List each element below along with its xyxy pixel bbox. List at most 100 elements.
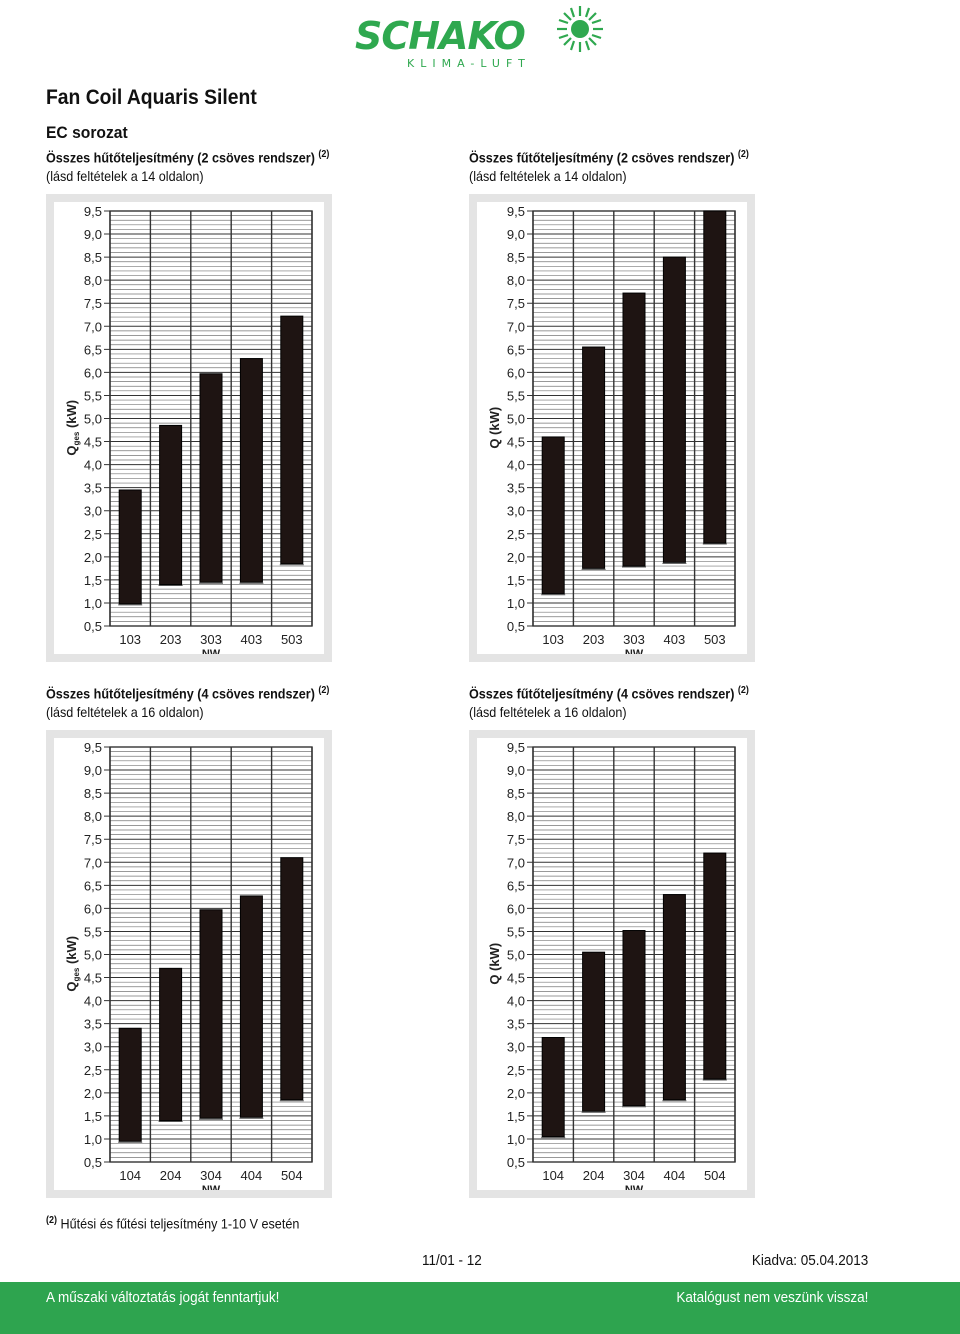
bar-204: [159, 967, 183, 1121]
y-tick-label: 4,0: [84, 458, 102, 473]
chart-3-caption: Összes hűtőteljesítmény (4 csöves rendsz…: [46, 682, 329, 721]
y-tick-label: 6,5: [507, 878, 525, 893]
footer-return-policy: Katalógust nem veszünk vissza!: [675, 1289, 868, 1306]
bar-104: [541, 1037, 565, 1138]
x-tick-label: 204: [160, 1168, 182, 1183]
y-tick-label: 7,5: [84, 832, 102, 847]
x-axis-label: NW: [202, 1184, 221, 1190]
plot-frame: [532, 746, 736, 1163]
chart-2-footnote-ref: (2): [737, 149, 749, 160]
chart-4-title: Összes fűtőteljesítmény (4 csöves rendsz…: [469, 685, 735, 702]
y-tick-label: 7,5: [507, 296, 525, 311]
chart-panel-4: 0,5 1,0 1,5 2,0 2,5 3,0 3,5 4,0 4,5 5,0 5,5 6,0 6,5 7…: [469, 730, 755, 1198]
y-tick-label: 8,0: [84, 809, 102, 824]
bar-204: [582, 951, 606, 1112]
y-tick-label: 3,0: [84, 1040, 102, 1055]
bar-303: [622, 292, 646, 567]
x-tick-label: 503: [281, 632, 303, 647]
y-tick-label: 9,5: [84, 204, 102, 219]
chart-2-subtitle: (lásd feltételek a 14 oldalon): [469, 167, 627, 184]
y-tick-label: 2,0: [507, 550, 525, 565]
x-tick-label: 303: [623, 632, 645, 647]
y-axis-label: Qges (kW): [64, 400, 81, 456]
y-tick-label: 6,0: [507, 365, 525, 380]
x-tick-label: 103: [119, 632, 141, 647]
sun-burst-icon: [557, 6, 603, 52]
plot-frame: [109, 210, 313, 627]
x-tick-label: 304: [200, 1168, 222, 1183]
schako-logo: SCHAKO KLIMA-LUFT: [355, 2, 605, 72]
issue-date: Kiadva: 05.04.2013: [751, 1252, 868, 1269]
y-tick-label: 5,0: [507, 948, 525, 963]
y-tick-label: 5,0: [507, 412, 525, 427]
y-tick-label: 2,0: [84, 550, 102, 565]
y-axis-label: Q (kW): [487, 943, 502, 985]
y-tick-label: 5,5: [507, 388, 525, 403]
plot-frame: [109, 746, 313, 1163]
x-tick-label: 103: [542, 632, 564, 647]
logo-tagline: KLIMA-LUFT: [407, 57, 531, 70]
y-tick-label: 1,5: [507, 573, 525, 588]
x-tick-label: 203: [583, 632, 605, 647]
x-tick-label: 403: [241, 632, 263, 647]
y-tick-label: 8,5: [84, 786, 102, 801]
footer-disclaimer: A műszaki változtatás jogát fenntartjuk!: [46, 1289, 280, 1306]
section-title: EC sorozat: [46, 123, 128, 142]
bar-404: [662, 894, 686, 1101]
y-tick-label: 9,0: [84, 763, 102, 778]
y-tick-label: 2,0: [84, 1086, 102, 1101]
chart-panel-1: 0,5 1,0 1,5 2,0 2,5 3,0 3,5 4,0 4,5 5,0 5,5 6,0 6,5 7…: [46, 194, 332, 662]
y-tick-label: 6,5: [84, 342, 102, 357]
y-tick-label: 4,5: [507, 435, 525, 450]
x-tick-label: 503: [704, 632, 726, 647]
y-tick-label: 0,5: [507, 1155, 525, 1170]
chart-4-svg: 0,5 1,0 1,5 2,0 2,5 3,0 3,5 4,0 4,5 5,0 5,5 6,0 6,5 7…: [487, 740, 736, 1190]
chart-3-footnote-ref: (2): [318, 685, 330, 696]
bar-304: [199, 909, 223, 1119]
chart-1-caption: Összes hűtőteljesítmény (2 csöves rendsz…: [46, 146, 329, 185]
y-tick-label: 1,0: [84, 1132, 102, 1147]
y-tick-label: 2,5: [507, 527, 525, 542]
chart-1-svg: 0,5 1,0 1,5 2,0 2,5 3,0 3,5 4,0 4,5 5,0 5,5 6,0 6,5 7…: [64, 204, 313, 654]
x-tick-label: 204: [583, 1168, 605, 1183]
y-tick-label: 5,0: [84, 948, 102, 963]
chart-3-title: Összes hűtőteljesítmény (4 csöves rendsz…: [46, 685, 315, 702]
footnote: (2) Hűtési és fűtési teljesítmény 1-10 V…: [46, 1215, 299, 1232]
bar-104: [118, 1027, 142, 1142]
y-tick-label: 4,5: [507, 971, 525, 986]
x-tick-label: 504: [281, 1168, 303, 1183]
y-tick-label: 6,0: [84, 901, 102, 916]
y-tick-label: 5,5: [84, 924, 102, 939]
y-tick-label: 5,5: [84, 388, 102, 403]
y-tick-label: 0,5: [507, 619, 525, 634]
y-tick-label: 1,0: [84, 596, 102, 611]
y-axis-label: Qges (kW): [64, 936, 81, 992]
y-tick-label: 6,5: [84, 878, 102, 893]
chart-1-footnote-ref: (2): [318, 149, 330, 160]
x-tick-label: 104: [542, 1168, 564, 1183]
y-tick-label: 9,0: [507, 227, 525, 242]
y-tick-label: 9,5: [507, 204, 525, 219]
y-tick-label: 7,5: [84, 296, 102, 311]
y-tick-label: 9,5: [84, 740, 102, 755]
bar-503: [703, 210, 727, 544]
x-tick-label: 203: [160, 632, 182, 647]
y-tick-label: 7,0: [84, 855, 102, 870]
footnote-text: Hűtési és fűtési teljesítmény 1-10 V ese…: [57, 1215, 300, 1232]
y-tick-label: 8,0: [507, 809, 525, 824]
footer-bar: [0, 1282, 960, 1334]
y-tick-label: 3,5: [84, 1017, 102, 1032]
y-tick-label: 6,5: [507, 342, 525, 357]
y-tick-label: 5,0: [84, 412, 102, 427]
y-tick-label: 4,0: [84, 994, 102, 1009]
x-tick-label: 104: [119, 1168, 141, 1183]
bar-203: [582, 346, 606, 569]
bar-303: [199, 373, 223, 583]
y-tick-label: 4,0: [507, 458, 525, 473]
y-tick-label: 7,0: [507, 855, 525, 870]
chart-4-footnote-ref: (2): [737, 685, 749, 696]
y-tick-label: 1,5: [507, 1109, 525, 1124]
logo-wordmark: SCHAKO: [355, 14, 526, 58]
y-tick-label: 4,0: [507, 994, 525, 1009]
y-tick-label: 8,5: [507, 250, 525, 265]
